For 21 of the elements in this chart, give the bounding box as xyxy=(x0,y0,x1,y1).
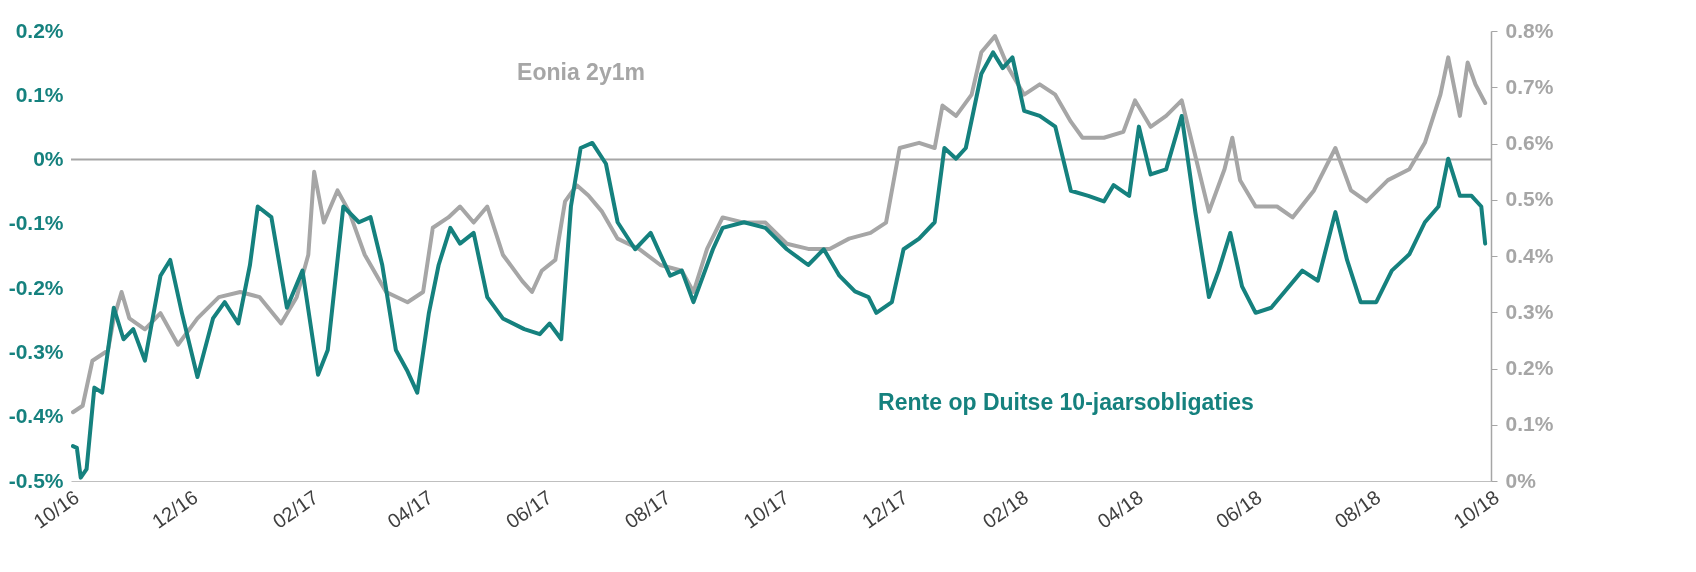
y-tick-label: -0.1% xyxy=(8,211,64,235)
y2-tick-label: 0.6% xyxy=(1505,131,1554,154)
y2-tick-label: 0.7% xyxy=(1505,74,1554,98)
y2-tick-label: 0.5% xyxy=(1505,187,1554,211)
y2-tick-label: 0.3% xyxy=(1505,299,1554,323)
line-series xyxy=(71,50,1488,480)
y2-tick-label: 0.1% xyxy=(1505,412,1554,436)
y2-tick-label: 0.4% xyxy=(1505,243,1554,267)
y-tick-label: -0.4% xyxy=(8,404,64,428)
y-tick-label: 0.2% xyxy=(15,18,64,42)
y2-tick-label: 0.2% xyxy=(1505,356,1554,379)
y2-tick-label: 0.8% xyxy=(1505,18,1554,42)
text: Eonia 2y1m xyxy=(517,59,645,85)
y-tick-label: -0.5% xyxy=(8,468,64,492)
y-tick-label: 0% xyxy=(33,147,64,171)
y-tick-label: -0.3% xyxy=(8,339,64,363)
text: Rente op Duitse 10-jaarsobligaties xyxy=(878,389,1254,415)
y-tick-label: -0.2% xyxy=(8,275,64,299)
y2-tick-label: 0% xyxy=(1505,468,1537,492)
line-series xyxy=(71,34,1488,415)
y-tick-label: 0.1% xyxy=(15,82,64,106)
